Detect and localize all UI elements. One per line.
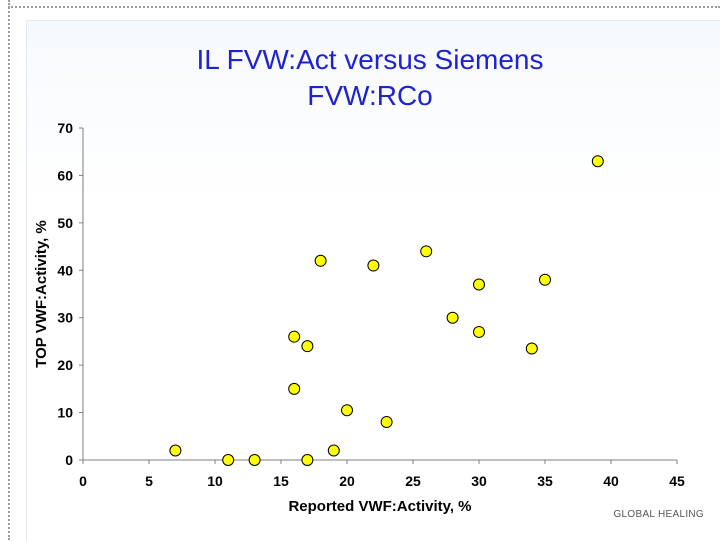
x-tick-labels: 0 5 10 15 20 25 30 35 40 45 [79,473,685,489]
y-tick-label: 20 [57,357,73,373]
x-tick-label: 25 [405,473,421,489]
x-axis-label: Reported VWF:Activity, % [288,498,471,515]
y-tick-label: 0 [65,452,73,468]
slide-border-top [8,6,720,8]
y-tick-label: 60 [57,167,73,183]
x-tick-label: 45 [669,473,685,489]
data-point [301,340,314,353]
slide-title: IL FVW:Act versus Siemens FVW:RCo [100,42,640,114]
x-tick-label: 35 [537,473,553,489]
data-point [525,342,538,355]
data-point [222,454,235,466]
data-point [591,155,604,168]
x-tick-label: 20 [339,473,355,489]
data-point [380,416,393,429]
data-point [420,245,433,258]
y-tick-label: 40 [57,262,73,278]
y-axis-label: TOP VWF:Activity, % [33,220,50,368]
brand-logo-text: GLOBAL HEALING [613,509,704,520]
y-tick-label: 30 [57,310,73,326]
data-point [314,254,327,267]
x-tick-label: 0 [79,473,87,489]
data-point [288,330,301,343]
data-point [446,311,459,324]
data-point [367,259,380,272]
y-tick-labels: 0 10 20 30 40 50 60 70 [57,120,73,468]
data-point [169,444,182,457]
data-points [169,155,604,466]
y-tick-label: 50 [57,215,73,231]
content-panel [26,20,720,541]
chart-axes [79,127,678,464]
data-point [248,454,261,466]
slide-title-line-1: IL FVW:Act versus Siemens [196,44,544,75]
slide-title-line-2: FVW:RCo [307,80,433,111]
x-tick-label: 40 [603,473,619,489]
x-tick-label: 15 [273,473,289,489]
data-point [327,444,340,457]
data-point [473,325,485,338]
slide-border-left [8,0,10,540]
data-point [301,454,314,466]
x-tick-label: 10 [207,473,223,489]
y-tick-label: 70 [57,120,73,136]
data-point [539,273,551,286]
data-point [288,382,301,395]
data-point [341,404,353,417]
data-point [473,278,485,291]
y-tick-label: 10 [57,405,73,421]
x-tick-label: 30 [471,473,487,489]
x-tick-label: 5 [145,473,153,489]
